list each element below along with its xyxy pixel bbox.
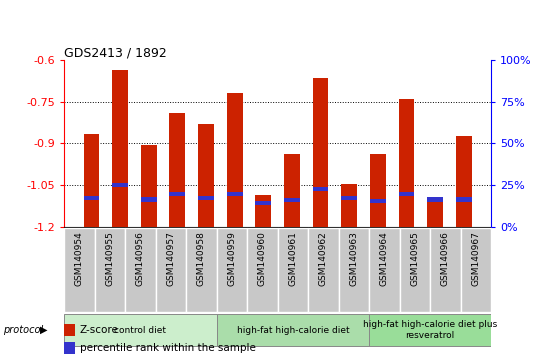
Bar xyxy=(84,196,99,200)
FancyBboxPatch shape xyxy=(460,228,491,312)
Bar xyxy=(256,195,271,227)
FancyBboxPatch shape xyxy=(339,228,369,312)
Text: high-fat high-calorie diet: high-fat high-calorie diet xyxy=(237,326,349,335)
Text: GSM140965: GSM140965 xyxy=(410,231,419,286)
Text: GSM140955: GSM140955 xyxy=(105,231,114,286)
Bar xyxy=(256,201,271,205)
FancyBboxPatch shape xyxy=(369,314,491,346)
Bar xyxy=(341,184,357,227)
Bar xyxy=(198,196,214,200)
Text: control diet: control diet xyxy=(114,326,166,335)
FancyBboxPatch shape xyxy=(430,228,460,312)
Text: GSM140962: GSM140962 xyxy=(319,231,328,286)
Bar xyxy=(284,154,300,227)
Text: GSM140966: GSM140966 xyxy=(441,231,450,286)
Bar xyxy=(370,199,386,203)
FancyBboxPatch shape xyxy=(217,314,369,346)
Bar xyxy=(141,197,157,202)
Bar xyxy=(370,154,386,227)
Bar xyxy=(84,134,99,227)
Bar xyxy=(312,78,329,227)
FancyBboxPatch shape xyxy=(64,314,217,346)
FancyBboxPatch shape xyxy=(156,228,186,312)
Text: GDS2413 / 1892: GDS2413 / 1892 xyxy=(64,46,167,59)
FancyBboxPatch shape xyxy=(247,228,278,312)
Bar xyxy=(227,192,243,196)
Bar xyxy=(427,198,443,227)
FancyBboxPatch shape xyxy=(278,228,308,312)
Bar xyxy=(170,192,185,196)
Text: GSM140963: GSM140963 xyxy=(349,231,358,286)
Bar xyxy=(456,136,472,227)
Text: GSM140967: GSM140967 xyxy=(472,231,480,286)
Text: GSM140956: GSM140956 xyxy=(136,231,145,286)
Bar xyxy=(170,113,185,227)
Bar xyxy=(64,324,75,336)
Text: GSM140961: GSM140961 xyxy=(288,231,297,286)
Bar xyxy=(427,197,443,202)
FancyBboxPatch shape xyxy=(400,228,430,312)
Text: GSM140959: GSM140959 xyxy=(227,231,237,286)
Text: Z-score: Z-score xyxy=(79,325,118,335)
Bar xyxy=(341,195,357,200)
Bar xyxy=(198,124,214,227)
FancyBboxPatch shape xyxy=(125,228,156,312)
Text: percentile rank within the sample: percentile rank within the sample xyxy=(79,343,256,353)
Bar xyxy=(64,342,75,354)
Bar xyxy=(398,192,415,196)
FancyBboxPatch shape xyxy=(186,228,217,312)
Bar xyxy=(112,70,128,227)
Bar xyxy=(227,93,243,227)
FancyBboxPatch shape xyxy=(95,228,125,312)
Text: GSM140960: GSM140960 xyxy=(258,231,267,286)
FancyBboxPatch shape xyxy=(369,228,400,312)
Bar xyxy=(112,183,128,187)
Bar xyxy=(398,99,415,227)
Bar xyxy=(284,198,300,202)
Text: GSM140958: GSM140958 xyxy=(197,231,206,286)
FancyBboxPatch shape xyxy=(308,228,339,312)
Bar xyxy=(312,187,329,191)
Text: GSM140954: GSM140954 xyxy=(75,231,84,286)
FancyBboxPatch shape xyxy=(64,228,95,312)
Text: GSM140964: GSM140964 xyxy=(380,231,389,286)
Bar xyxy=(141,145,157,227)
FancyBboxPatch shape xyxy=(217,228,247,312)
Text: protocol: protocol xyxy=(3,325,43,335)
Text: ▶: ▶ xyxy=(40,325,47,335)
Text: high-fat high-calorie diet plus
resveratrol: high-fat high-calorie diet plus resverat… xyxy=(363,320,497,340)
Bar xyxy=(456,197,472,202)
Text: GSM140957: GSM140957 xyxy=(166,231,175,286)
